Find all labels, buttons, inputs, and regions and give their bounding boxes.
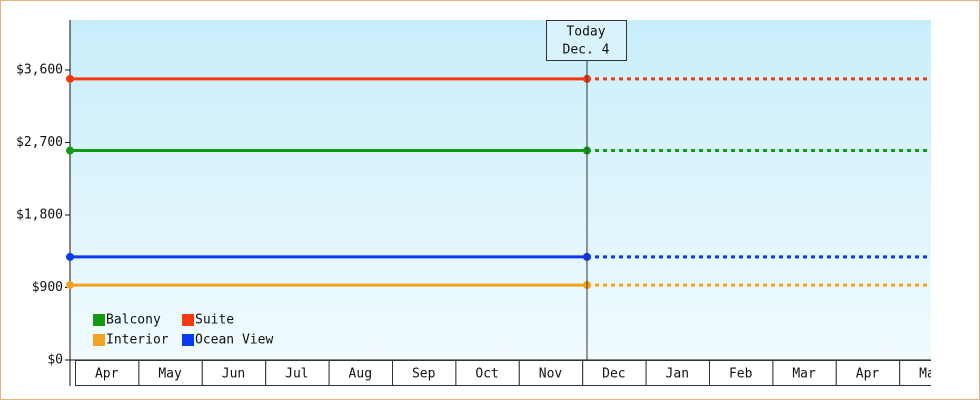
x-tick-label: May bbox=[158, 367, 182, 382]
plot-area bbox=[70, 20, 931, 360]
x-tick-label: Nov bbox=[539, 367, 563, 382]
y-tick-label: $900 bbox=[32, 280, 63, 295]
month-cell bbox=[518, 360, 584, 386]
month-cell bbox=[772, 360, 837, 386]
x-tick-label: Jun bbox=[222, 367, 245, 382]
month-cell bbox=[201, 360, 267, 386]
x-tick-label: Apr bbox=[95, 367, 119, 382]
month-cell bbox=[645, 360, 710, 386]
legend-swatch bbox=[93, 314, 105, 326]
today-annotation: Today Dec. 4 bbox=[546, 20, 627, 360]
month-cell bbox=[835, 360, 901, 386]
x-axis-months: Apr May Jun Jul Aug Sep Oct Nov Dec Jan Feb Mar Apr M… bbox=[75, 360, 943, 386]
legend-swatch bbox=[182, 334, 194, 346]
data-point bbox=[66, 146, 74, 155]
month-cell bbox=[328, 360, 394, 386]
legend-swatch bbox=[93, 334, 105, 346]
x-tick-label: Feb bbox=[729, 367, 753, 382]
x-tick-label: Mar bbox=[792, 367, 816, 382]
data-point bbox=[66, 252, 74, 261]
y-tick-label: $1,800 bbox=[16, 207, 63, 222]
legend-label: Suite bbox=[195, 313, 234, 328]
legend-label: Ocean View bbox=[195, 333, 273, 348]
month-cell bbox=[138, 360, 203, 386]
legend-swatch bbox=[182, 314, 194, 326]
data-point bbox=[66, 74, 74, 83]
x-tick-label: May bbox=[919, 367, 943, 382]
x-tick-label: Oct bbox=[475, 367, 498, 382]
x-tick-label: Aug bbox=[349, 367, 372, 382]
today-date: Dec. 4 bbox=[563, 43, 610, 58]
x-tick-label: Apr bbox=[856, 367, 880, 382]
x-tick-label: Jan bbox=[666, 367, 689, 382]
month-cell bbox=[899, 360, 931, 386]
x-tick-label: Jul bbox=[285, 367, 308, 382]
month-cell bbox=[265, 360, 330, 386]
y-tick-label: $3,600 bbox=[16, 62, 63, 77]
legend-label: Balcony bbox=[106, 313, 161, 328]
y-tick-label: $0 bbox=[47, 353, 63, 368]
data-point bbox=[66, 281, 74, 290]
y-tick-label: $2,700 bbox=[16, 135, 63, 150]
x-tick-label: Dec bbox=[602, 367, 625, 382]
month-cell bbox=[75, 360, 140, 386]
today-box bbox=[546, 20, 627, 61]
legend-label: Interior bbox=[106, 333, 169, 348]
today-label: Today bbox=[566, 25, 605, 40]
x-tick-label: Sep bbox=[412, 367, 436, 382]
